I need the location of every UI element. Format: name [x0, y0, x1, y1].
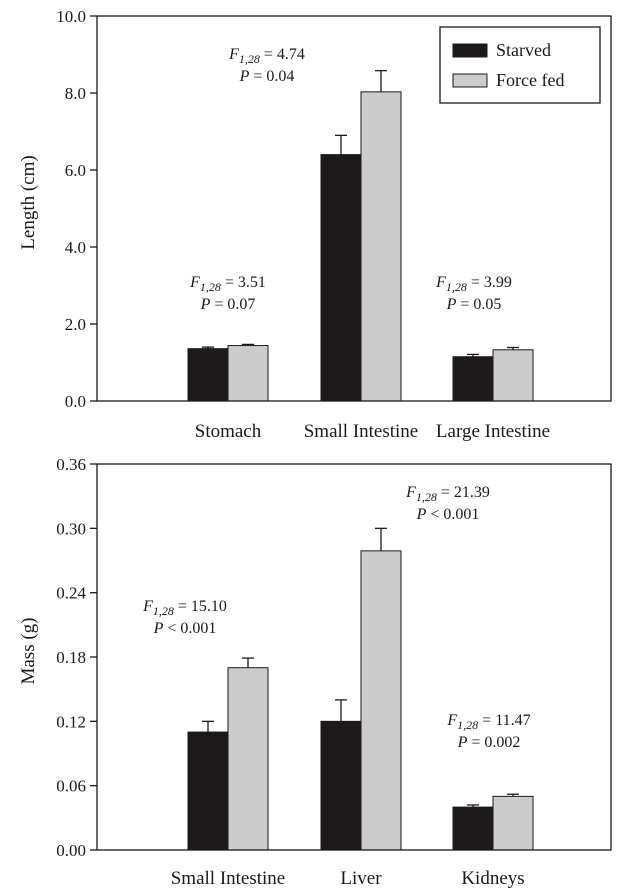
p-value: = 0.07: [210, 296, 255, 313]
legend: Starved Force fed: [439, 26, 601, 104]
annotation-f-stat: F1,28 = 11.47: [446, 712, 530, 732]
p-symbol: P: [200, 296, 211, 313]
p-symbol: P: [457, 734, 468, 751]
y-axis-label: Length (cm): [18, 155, 39, 249]
f-symbol: F: [228, 46, 239, 63]
annotation-p-value: P = 0.04: [239, 68, 295, 85]
bar-force-fed-2: [492, 349, 534, 402]
y-tick-label: 0.36: [56, 455, 86, 474]
mass-chart: 0.00 0.06 0.12 0.18 0.24 0.30 0.36 Mass (g) Smal…: [18, 455, 612, 888]
f-symbol: F: [405, 484, 416, 501]
legend-swatch-starved: [452, 43, 488, 58]
annotation-p-value: P = 0.002: [457, 734, 521, 751]
annotation-f-stat: F1,28 = 15.10: [142, 598, 227, 618]
y-axis-label: Mass (g): [18, 617, 39, 684]
bar-force-fed-1: [360, 91, 402, 402]
y-tick-label: 10.0: [56, 7, 86, 26]
bar-starved-0: [187, 731, 229, 851]
p-value: = 0.05: [456, 296, 501, 313]
annotation-p-value: P < 0.001: [416, 506, 480, 523]
f-value: = 3.51: [221, 274, 266, 291]
f-symbol: F: [446, 712, 457, 729]
f-subscript: 1,28: [153, 604, 174, 618]
category-label: Large Intestine: [436, 421, 550, 442]
annotation-p-value: P = 0.07: [200, 296, 256, 313]
p-symbol: P: [446, 296, 457, 313]
bar-force-fed-0: [227, 667, 269, 851]
annotation-f-stat: F1,28 = 3.99: [435, 274, 512, 294]
length-chart: 0.0 2.0 4.0 6.0 8.0 10.0 Length (cm) Stomach Sma…: [18, 7, 612, 442]
p-symbol: P: [153, 620, 164, 637]
category-label: Kidneys: [461, 868, 524, 888]
p-value: < 0.001: [163, 620, 216, 637]
legend-box: [439, 26, 601, 104]
y-tick-label: 0.18: [56, 648, 86, 667]
y-tick-label: 0.06: [56, 777, 86, 796]
bar-starved-1: [320, 154, 362, 402]
f-value: = 21.39: [437, 484, 490, 501]
f-value: = 15.10: [174, 598, 227, 615]
category-label: Stomach: [195, 421, 262, 442]
category-label: Small Intestine: [304, 421, 419, 442]
legend-label-starved: Starved: [496, 40, 551, 60]
y-tick-label: 0.24: [56, 584, 86, 603]
f-value: = 11.47: [478, 712, 530, 729]
legend-swatch-force-fed: [452, 73, 488, 88]
y-tick-label: 4.0: [65, 238, 86, 257]
bar-starved-0: [187, 348, 229, 402]
p-value: = 0.04: [249, 68, 294, 85]
bar-force-fed-2: [492, 795, 534, 851]
f-value: = 3.99: [467, 274, 512, 291]
plot-frame: [96, 15, 612, 402]
annotation-f-stat: F1,28 = 3.51: [189, 274, 266, 294]
f-value: = 4.74: [260, 46, 305, 63]
f-subscript: 1,28: [446, 280, 467, 294]
y-tick-label: 6.0: [65, 161, 86, 180]
y-tick-label: 0.12: [56, 712, 86, 731]
p-value: = 0.002: [467, 734, 520, 751]
p-value: < 0.001: [426, 506, 479, 523]
annotation-f-stat: F1,28 = 21.39: [405, 484, 490, 504]
bar-starved-2: [452, 806, 494, 851]
category-label: Small Intestine: [171, 868, 286, 888]
annotation-f-stat: F1,28 = 4.74: [228, 46, 305, 66]
f-subscript: 1,28: [457, 718, 478, 732]
bar-starved-1: [320, 720, 362, 851]
y-tick-label: 0.30: [56, 519, 86, 538]
legend-label-force-fed: Force fed: [496, 70, 564, 90]
y-tick-label: 0.00: [56, 841, 86, 860]
f-subscript: 1,28: [416, 490, 437, 504]
category-label: Liver: [340, 868, 382, 888]
bar-force-fed-1: [360, 550, 402, 851]
bar-force-fed-0: [227, 345, 269, 402]
f-symbol: F: [189, 274, 200, 291]
f-symbol: F: [435, 274, 446, 291]
y-tick-label: 8.0: [65, 84, 86, 103]
y-tick-label: 0.0: [65, 392, 86, 411]
f-symbol: F: [142, 598, 153, 615]
annotation-p-value: P = 0.05: [446, 296, 502, 313]
y-tick-label: 2.0: [65, 315, 86, 334]
bar-starved-2: [452, 356, 494, 402]
f-subscript: 1,28: [239, 52, 260, 66]
f-subscript: 1,28: [200, 280, 221, 294]
p-symbol: P: [416, 506, 427, 523]
p-symbol: P: [239, 68, 250, 85]
annotation-p-value: P < 0.001: [153, 620, 217, 637]
